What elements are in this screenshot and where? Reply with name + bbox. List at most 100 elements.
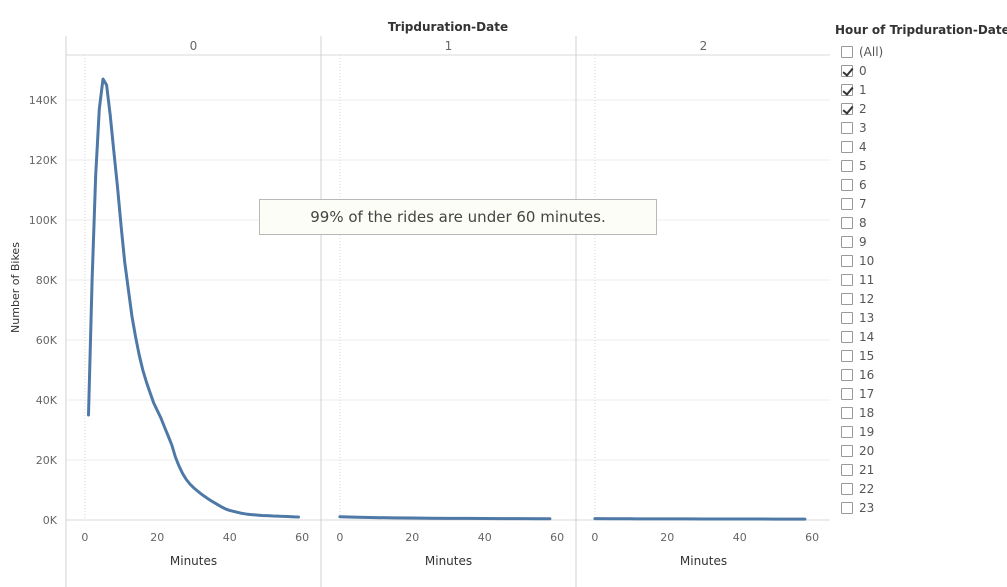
checkbox[interactable] xyxy=(841,406,853,419)
filter-item-label: 7 xyxy=(859,196,867,211)
checkbox[interactable] xyxy=(841,273,853,286)
x-axis-label: Minutes xyxy=(170,554,217,568)
checkbox[interactable] xyxy=(841,368,853,381)
filter-item-label: 8 xyxy=(859,215,867,230)
x-axis-label: Minutes xyxy=(425,554,472,568)
checkbox[interactable] xyxy=(841,311,853,324)
checkbox[interactable] xyxy=(841,178,853,191)
panel-header: 0 xyxy=(190,39,198,53)
checkbox[interactable] xyxy=(841,121,853,134)
filter-item-21[interactable]: 21 xyxy=(835,460,1005,479)
x-tick-label: 40 xyxy=(478,531,492,544)
filter-item-15[interactable]: 15 xyxy=(835,346,1005,365)
filter-item-5[interactable]: 5 xyxy=(835,156,1005,175)
filter-title: Hour of Tripduration-Date xyxy=(835,23,1007,37)
checkbox[interactable] xyxy=(841,83,853,96)
y-tick-label: 120K xyxy=(29,154,58,167)
filter-item-label: 18 xyxy=(859,405,875,420)
y-tick-label: 100K xyxy=(29,214,58,227)
annotation-box: 99% of the rides are under 60 minutes. xyxy=(259,199,657,235)
filter-item-18[interactable]: 18 xyxy=(835,403,1005,422)
series-line-panel-2 xyxy=(593,517,807,521)
checkbox[interactable] xyxy=(841,444,853,457)
checkbox[interactable] xyxy=(841,102,853,115)
filter-item-label: 4 xyxy=(859,139,867,154)
checkbox[interactable] xyxy=(841,216,853,229)
panel-header: 2 xyxy=(700,39,708,53)
checkbox[interactable] xyxy=(841,463,853,476)
checkbox[interactable] xyxy=(841,425,853,438)
checkbox[interactable] xyxy=(841,501,853,514)
filter-item-20[interactable]: 20 xyxy=(835,441,1005,460)
checkbox[interactable] xyxy=(841,159,853,172)
filter-item-7[interactable]: 7 xyxy=(835,194,1005,213)
filter-item-9[interactable]: 9 xyxy=(835,232,1005,251)
filter-item-22[interactable]: 22 xyxy=(835,479,1005,498)
filter-item-label: 1 xyxy=(859,82,867,97)
checkbox[interactable] xyxy=(841,482,853,495)
x-tick-label: 60 xyxy=(805,531,819,544)
checkbox[interactable] xyxy=(841,197,853,210)
series-line-panel-1 xyxy=(338,515,552,521)
y-tick-label: 20K xyxy=(36,454,58,467)
filter-item-label: 5 xyxy=(859,158,867,173)
filter-item-label: 16 xyxy=(859,367,875,382)
filter-item-16[interactable]: 16 xyxy=(835,365,1005,384)
filter-item-13[interactable]: 13 xyxy=(835,308,1005,327)
filter-list: (All) 0 1 2 3 4 5 6 7 8 9 10 11 12 13 14 15 16 17 18 19 20 21 2… xyxy=(835,42,1005,517)
x-tick-label: 0 xyxy=(81,531,88,544)
filter-item-label: 14 xyxy=(859,329,875,344)
checkbox[interactable] xyxy=(841,254,853,267)
hour-filter-panel: Hour of Tripduration-Date (All) 0 1 2 3 4 5 6 7 8… xyxy=(835,22,1007,517)
annotation-text: 99% of the rides are under 60 minutes. xyxy=(310,208,606,226)
x-tick-label: 60 xyxy=(295,531,309,544)
filter-item-label: 15 xyxy=(859,348,875,363)
filter-item-label: 12 xyxy=(859,291,875,306)
checkbox[interactable] xyxy=(841,387,853,400)
filter-item-14[interactable]: 14 xyxy=(835,327,1005,346)
filter-item-label: 17 xyxy=(859,386,875,401)
y-tick-label: 40K xyxy=(36,394,58,407)
filter-item-12[interactable]: 12 xyxy=(835,289,1005,308)
filter-item-19[interactable]: 19 xyxy=(835,422,1005,441)
x-tick-label: 40 xyxy=(733,531,747,544)
x-tick-label: 0 xyxy=(591,531,598,544)
chart-area: Tripduration-Date 0K 20K 40K 60K 80K 100K 120K 1… xyxy=(9,20,830,587)
filter-item-0[interactable]: 0 xyxy=(835,61,1005,80)
filter-item-label: 2 xyxy=(859,101,867,116)
filter-item-1[interactable]: 1 xyxy=(835,80,1005,99)
filter-item-4[interactable]: 4 xyxy=(835,137,1005,156)
checkbox[interactable] xyxy=(841,235,853,248)
x-tick-label: 20 xyxy=(150,531,164,544)
filter-item-10[interactable]: 10 xyxy=(835,251,1005,270)
x-tick-label: 20 xyxy=(405,531,419,544)
filter-item-17[interactable]: 17 xyxy=(835,384,1005,403)
x-tick-label: 60 xyxy=(550,531,564,544)
filter-item-23[interactable]: 23 xyxy=(835,498,1005,517)
filter-item-label: 19 xyxy=(859,424,875,439)
x-tick-label: 20 xyxy=(660,531,674,544)
filter-item-label: 21 xyxy=(859,462,875,477)
filter-item-8[interactable]: 8 xyxy=(835,213,1005,232)
filter-item-label: 13 xyxy=(859,310,875,325)
y-tick-label: 140K xyxy=(29,94,58,107)
checkbox[interactable] xyxy=(841,140,853,153)
filter-item-6[interactable]: 6 xyxy=(835,175,1005,194)
panel-header: 1 xyxy=(445,39,453,53)
filter-item-all[interactable]: (All) xyxy=(835,42,1005,61)
filter-item-label: 9 xyxy=(859,234,867,249)
filter-item-11[interactable]: 11 xyxy=(835,270,1005,289)
filter-item-3[interactable]: 3 xyxy=(835,118,1005,137)
filter-item-2[interactable]: 2 xyxy=(835,99,1005,118)
checkbox[interactable] xyxy=(841,64,853,77)
filter-item-label: 23 xyxy=(859,500,875,515)
checkbox[interactable] xyxy=(841,349,853,362)
y-axis-label: Number of Bikes xyxy=(9,242,22,333)
x-tick-label: 0 xyxy=(336,531,343,544)
filter-item-label: 3 xyxy=(859,120,867,135)
y-tick-label: 60K xyxy=(36,334,58,347)
x-axis-label: Minutes xyxy=(680,554,727,568)
checkbox[interactable] xyxy=(841,292,853,305)
checkbox[interactable] xyxy=(841,45,853,58)
checkbox[interactable] xyxy=(841,330,853,343)
